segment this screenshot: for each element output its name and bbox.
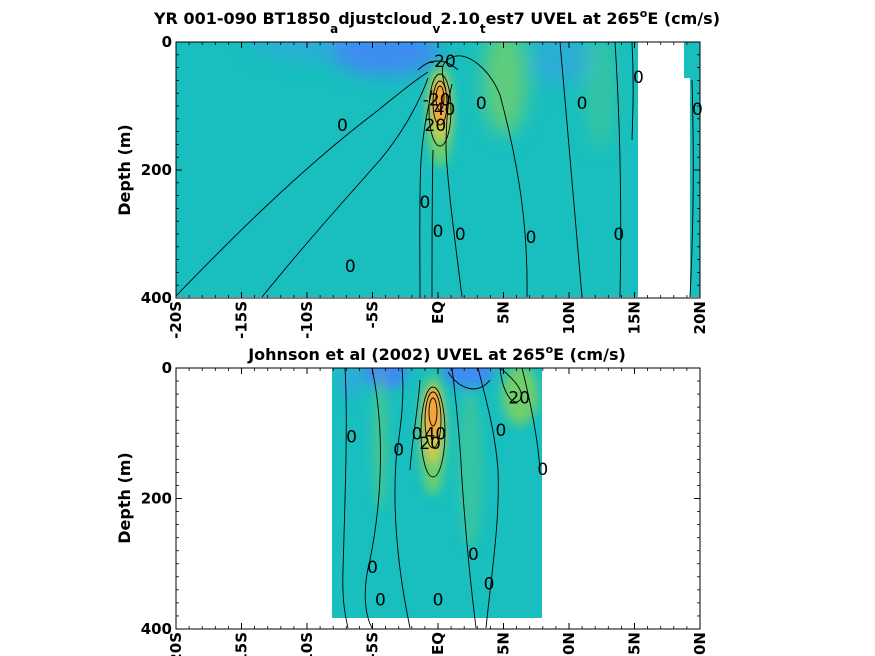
y-tick-label: 400 [141, 289, 172, 307]
x-axis: -20S -15S -10S -5S EQ 5N 10N 15N 20N [167, 368, 709, 656]
x-tick-label: -5S [364, 632, 382, 656]
y-tick-label: 200 [141, 490, 172, 508]
y-axis-label: Depth (m) [115, 452, 134, 544]
y-axis-label: Depth (m) [115, 124, 134, 216]
contour-label: 0 [393, 441, 404, 461]
contour-lines [175, 41, 694, 299]
x-tick-label: -15S [233, 632, 251, 656]
contour-label: 0 [367, 558, 378, 578]
contour-label: 20 [508, 388, 530, 408]
contour-label: 20 [419, 434, 441, 454]
x-tick-label: 20N [691, 632, 709, 656]
x-tick-label: 10N [560, 632, 578, 656]
x-tick-label: 5N [495, 301, 513, 324]
contour-label: 0 [692, 100, 703, 120]
x-tick-label: 20N [691, 301, 709, 334]
chart-observed: Johnson et al (2002) UVEL at 265oE (cm/s… [115, 343, 709, 656]
contour-label: 0 [419, 193, 430, 213]
contour-label: 0 [476, 94, 487, 114]
x-tick-label: EQ [429, 632, 447, 655]
contour-label: 40 [434, 100, 456, 120]
contour-label: 40 [425, 424, 447, 444]
x-tick-label: -15S [233, 301, 251, 339]
contour-label: 0 [495, 421, 506, 441]
contour-label: 0 [468, 545, 479, 565]
x-tick-label: 15N [626, 632, 644, 656]
x-axis: -20S -15S -10S -5S EQ 5N 10N 15N 20N [167, 42, 709, 339]
y-tick-label: 0 [162, 33, 172, 51]
contour-label: -20 [423, 91, 451, 111]
chart-title: Johnson et al (2002) UVEL at 265oE (cm/s… [247, 343, 626, 364]
chart-title: YR 001-090 BT1850adjustcloudv2.10test7 U… [153, 7, 720, 36]
contour-label: 0 [613, 225, 624, 245]
x-tick-label: -20S [167, 301, 185, 339]
contour-lines [342, 367, 541, 629]
contour-label: 0 [526, 228, 537, 248]
contour-label: 0 [375, 591, 386, 611]
contour-label: 0 [433, 222, 444, 242]
chart-model: YR 001-090 BT1850adjustcloudv2.10test7 U… [115, 7, 720, 339]
y-tick-label: 400 [141, 620, 172, 638]
contour-label: 0 [345, 257, 356, 277]
minor-ticks [176, 42, 700, 298]
contour-label: 0 [337, 116, 348, 136]
contour-label: 0 [484, 574, 495, 594]
x-tick-label: -20S [167, 632, 185, 656]
contour-label: 0 [433, 591, 444, 611]
x-tick-label: -10S [298, 632, 316, 656]
contour-label: 0 [537, 460, 548, 480]
contour-label: -20 [428, 52, 456, 72]
x-tick-label: 15N [626, 301, 644, 334]
x-tick-label: -10S [298, 301, 316, 339]
y-tick-label: 200 [141, 161, 172, 179]
contour-label: 20 [425, 116, 447, 136]
minor-ticks [176, 368, 700, 629]
contour-label: 0 [577, 94, 588, 114]
x-tick-label: 5N [495, 632, 513, 655]
contour-label: 0 [346, 428, 357, 448]
contour-label: 0 [412, 424, 423, 444]
x-tick-label: EQ [429, 301, 447, 324]
x-tick-label: -5S [364, 301, 382, 328]
y-tick-label: 0 [162, 359, 172, 377]
contour-label: 0 [633, 68, 644, 88]
x-tick-label: 10N [560, 301, 578, 334]
contour-label: 0 [455, 225, 466, 245]
